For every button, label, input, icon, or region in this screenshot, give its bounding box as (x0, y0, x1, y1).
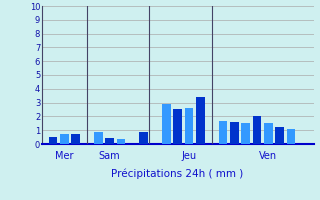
Bar (264, 123, 273, 144)
Bar (185, 108, 193, 144)
Bar (94, 132, 102, 144)
Bar (117, 139, 125, 144)
Bar (241, 123, 250, 144)
Bar (230, 122, 238, 144)
Bar (60, 134, 68, 144)
Bar (196, 97, 204, 144)
Text: Jeu: Jeu (181, 151, 196, 161)
Bar (275, 127, 284, 144)
Text: Sam: Sam (99, 151, 120, 161)
Bar (173, 109, 182, 144)
Bar (139, 132, 148, 144)
Bar (105, 138, 114, 144)
Bar (253, 116, 261, 144)
Text: Précipitations 24h ( mm ): Précipitations 24h ( mm ) (111, 169, 244, 179)
Bar (71, 134, 80, 144)
Bar (162, 104, 171, 144)
Bar (287, 129, 295, 144)
Text: Ven: Ven (259, 151, 277, 161)
Bar (49, 137, 57, 144)
Bar (219, 121, 227, 144)
Text: Mer: Mer (55, 151, 74, 161)
